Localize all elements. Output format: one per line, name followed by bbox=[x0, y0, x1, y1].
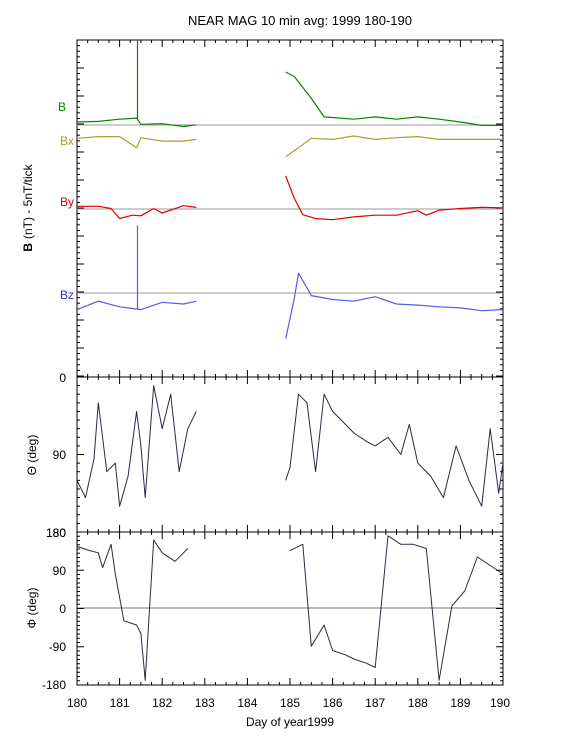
theta-tick-180: 180 bbox=[46, 526, 66, 540]
x-axis-label: Day of year1999 bbox=[246, 715, 334, 729]
theta-series-line bbox=[76, 385, 504, 507]
b-axis-label: B (nT) - 5nT/tick bbox=[21, 163, 35, 251]
by-series-line bbox=[77, 175, 504, 221]
b-axis-label-bold: B bbox=[21, 243, 35, 252]
phi-axis-label: Φ (deg) bbox=[25, 588, 39, 629]
theta-axis-label: Θ (deg) bbox=[25, 435, 39, 476]
data-traces bbox=[76, 40, 504, 681]
chart-title: NEAR MAG 10 min avg: 1999 180-190 bbox=[188, 13, 412, 28]
bx-series-line bbox=[76, 135, 503, 158]
x-tick-label: 187 bbox=[365, 696, 385, 710]
phi-tick-90: 90 bbox=[53, 564, 67, 578]
bz-series-line bbox=[76, 272, 504, 339]
b-series-line bbox=[76, 71, 503, 128]
x-tick-label: 181 bbox=[110, 696, 130, 710]
trace-label-b: B bbox=[58, 100, 66, 114]
x-tick-label: 186 bbox=[323, 696, 343, 710]
x-tick-label: 188 bbox=[408, 696, 428, 710]
x-tick-label: 182 bbox=[152, 696, 172, 710]
phi-tick-180: 180 bbox=[46, 526, 66, 540]
x-tick-label: 185 bbox=[280, 696, 300, 710]
x-tick-label: 183 bbox=[195, 696, 215, 710]
x-tick-label: 184 bbox=[237, 696, 257, 710]
trace-label-bx: Bx bbox=[60, 134, 74, 148]
x-tick-label: 180 bbox=[67, 696, 87, 710]
phi-series-line bbox=[76, 535, 504, 681]
theta-panel-frame bbox=[76, 376, 504, 533]
phi-tick-0: 0 bbox=[59, 602, 66, 616]
theta-tick-0: 0 bbox=[59, 371, 66, 385]
x-tick-label: 190 bbox=[490, 696, 510, 710]
tick-marks bbox=[76, 39, 504, 686]
theta-tick-90: 90 bbox=[53, 448, 67, 462]
phi-tick-neg90: -90 bbox=[49, 640, 67, 654]
trace-label-by: By bbox=[60, 195, 74, 209]
phi-tick-neg180: -180 bbox=[42, 678, 66, 692]
b-axis-label-rest: (nT) - 5nT/tick bbox=[21, 163, 35, 239]
x-tick-label: 189 bbox=[450, 696, 470, 710]
trace-label-bz: Bz bbox=[60, 288, 74, 302]
